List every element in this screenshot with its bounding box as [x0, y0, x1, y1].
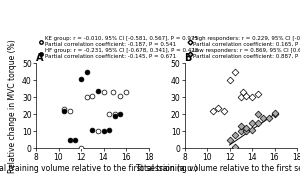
Point [118, 94, 123, 97]
Point [233, 133, 238, 136]
Point [255, 113, 260, 116]
Point [221, 110, 226, 112]
Text: A: A [36, 52, 44, 63]
Point [84, 96, 89, 99]
Point [95, 89, 100, 92]
Point [107, 113, 112, 116]
Point [244, 127, 249, 129]
Point [110, 91, 115, 94]
Point [73, 138, 78, 141]
Point [227, 138, 232, 141]
Point [101, 91, 106, 94]
Point [62, 108, 67, 111]
Point [244, 94, 249, 97]
Point [266, 116, 271, 119]
Point [272, 111, 277, 114]
X-axis label: Total training volume relative to the first session (a.u.): Total training volume relative to the fi… [136, 164, 300, 173]
Point [250, 121, 254, 124]
Point [238, 96, 243, 99]
Point [95, 130, 100, 133]
Point [112, 113, 117, 116]
Point [233, 145, 238, 148]
Point [79, 147, 83, 150]
Y-axis label: Relative change in MVC torque (%): Relative change in MVC torque (%) [8, 39, 16, 173]
Point [79, 77, 83, 80]
Point [90, 128, 95, 131]
Point [62, 110, 67, 112]
Point [255, 92, 260, 95]
Point [101, 130, 106, 133]
Point [107, 128, 112, 131]
Point [210, 110, 215, 112]
Point [250, 96, 254, 99]
Point [90, 94, 95, 97]
Point [118, 113, 123, 116]
Point [261, 116, 266, 119]
Point [244, 130, 249, 133]
Point [241, 91, 245, 94]
Point [255, 121, 260, 124]
Point [67, 138, 72, 141]
Point [272, 113, 277, 116]
Point [250, 128, 254, 131]
X-axis label: Total training volume relative to the first session (a.u.): Total training volume relative to the fi… [0, 164, 197, 173]
Point [238, 125, 243, 128]
Point [233, 70, 238, 73]
Point [227, 79, 232, 82]
Point [238, 130, 243, 133]
Legend: KE group: r = -0.010, 95% CI [-0.581, 0.567], P = 0.975
Partial correlation coef: KE group: r = -0.010, 95% CI [-0.581, 0.… [39, 36, 198, 59]
Text: B: B [184, 52, 192, 63]
Point [67, 110, 72, 112]
Point [124, 91, 128, 94]
Point [84, 70, 89, 73]
Legend: High responders: r = 0.229, 95% CI [-0.368, 0.693], P = 0.451
Partial correlatio: High responders: r = 0.229, 95% CI [-0.3… [187, 36, 300, 59]
Point [112, 115, 117, 117]
Point [216, 106, 221, 109]
